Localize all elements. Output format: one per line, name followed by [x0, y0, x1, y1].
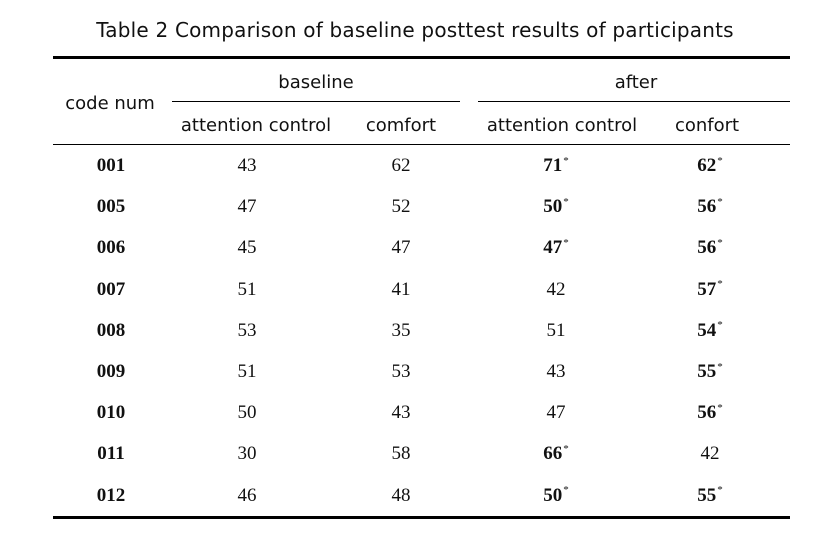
cell-baseline-attention: 45: [237, 237, 257, 259]
cell-after-attention: 43: [546, 361, 566, 382]
cell-baseline-attention: 53: [237, 319, 257, 341]
cell-after-comfort: 55: [697, 485, 723, 506]
cell-after-comfort: 56: [697, 403, 723, 423]
cell-baseline-comfort: 52: [391, 196, 411, 218]
header-after-comfort: confort: [674, 115, 740, 136]
header-after-group: after: [614, 72, 658, 93]
cell-baseline-comfort: 43: [391, 402, 411, 424]
cell-after-attention: 50: [543, 485, 569, 506]
bottom-rule: [53, 516, 790, 519]
after-group-rule: [478, 101, 790, 102]
cell-baseline-attention: 50: [237, 402, 257, 424]
cell-code: 001: [96, 155, 126, 176]
cell-baseline-comfort: 53: [391, 361, 411, 382]
cell-baseline-comfort: 58: [391, 443, 411, 465]
header-after-attention: attention control: [486, 115, 638, 136]
cell-after-comfort: 55: [697, 362, 723, 382]
cell-baseline-comfort: 41: [391, 278, 411, 300]
cell-after-comfort: 57: [697, 279, 723, 300]
cell-baseline-attention: 46: [237, 484, 257, 506]
cell-baseline-attention: 43: [237, 155, 257, 176]
header-baseline-comfort: comfort: [365, 115, 437, 136]
header-baseline-attention: attention control: [180, 115, 332, 136]
cell-baseline-attention: 47: [237, 196, 257, 218]
cell-after-attention: 42: [546, 278, 566, 300]
cell-baseline-comfort: 35: [391, 319, 411, 341]
cell-code: 010: [96, 402, 126, 424]
cell-after-attention: 47: [543, 238, 569, 258]
cell-code: 008: [96, 319, 126, 341]
top-rule: [53, 56, 790, 59]
cell-code: 006: [96, 237, 126, 259]
cell-after-attention: 71: [543, 156, 569, 176]
cell-code: 011: [97, 443, 125, 465]
cell-baseline-attention: 30: [237, 443, 257, 465]
cell-after-attention: 50: [543, 197, 569, 217]
baseline-group-rule: [172, 101, 460, 102]
header-rule: [53, 144, 790, 145]
cell-after-comfort: 62: [697, 156, 723, 176]
cell-baseline-comfort: 48: [391, 484, 411, 506]
cell-code: 007: [96, 278, 126, 300]
cell-after-attention: 51: [546, 319, 566, 341]
header-baseline-group: baseline: [278, 72, 354, 93]
cell-baseline-comfort: 62: [391, 155, 411, 176]
cell-after-attention: 47: [546, 402, 566, 424]
cell-after-comfort: 54: [697, 320, 723, 341]
cell-after-comfort: 56: [697, 197, 723, 217]
cell-after-attention: 66: [543, 444, 569, 464]
cell-after-comfort: 56: [697, 238, 723, 258]
cell-baseline-attention: 51: [237, 278, 257, 300]
cell-baseline-attention: 51: [237, 361, 257, 382]
cell-baseline-comfort: 47: [391, 237, 411, 259]
cell-code: 005: [96, 196, 126, 218]
header-code-num: code num: [65, 93, 155, 114]
cell-after-comfort: 42: [700, 443, 720, 465]
cell-code: 012: [96, 484, 126, 506]
cell-code: 009: [96, 361, 126, 382]
table-caption: Table 2 Comparison of baseline posttest …: [96, 18, 734, 42]
